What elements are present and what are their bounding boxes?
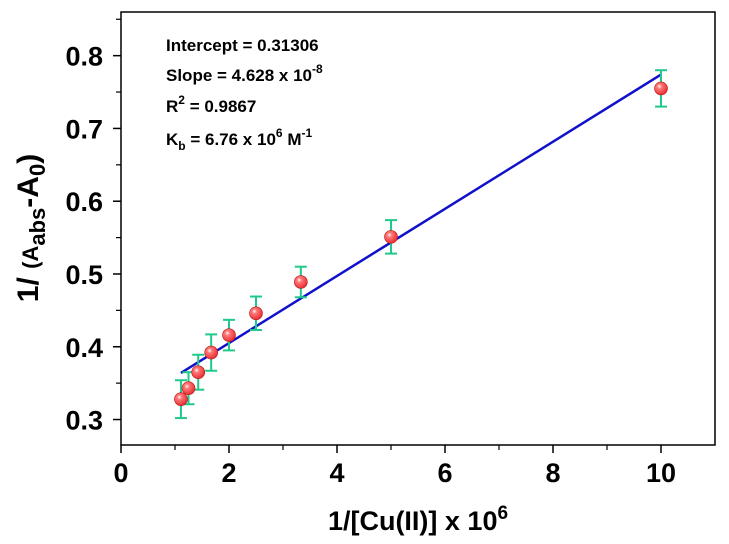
annotation-kb-after: = 6.76 x 10 <box>186 130 276 149</box>
y-axis-title-open: (A <box>18 246 43 269</box>
annotation-kb-text: K <box>166 130 179 149</box>
annotation-kb-sup2: -1 <box>301 126 312 140</box>
y-axis-title-mid: -A <box>12 176 45 208</box>
y-tick-label: 0.8 <box>65 42 103 72</box>
error-bars-layer <box>174 69 667 420</box>
y-axis-title-sub1: abs <box>25 208 50 246</box>
annotation-slope-sup: -8 <box>312 62 323 76</box>
y-tick-label: 0.3 <box>65 406 103 436</box>
annotation-r2-after: = 0.9867 <box>185 97 256 116</box>
x-tick-label: 6 <box>437 458 452 488</box>
x-tick-label: 4 <box>329 458 344 488</box>
x-axis-title-main: 1/[Cu(II)] x 10 <box>328 506 498 536</box>
data-point <box>174 392 188 406</box>
y-tick-label: 0.7 <box>65 114 103 144</box>
data-points-layer <box>174 81 668 406</box>
y-axis-title-sub2: 0 <box>25 164 50 176</box>
annotation-kb-after2: M <box>283 130 302 149</box>
data-point <box>654 81 668 96</box>
data-point <box>294 275 308 289</box>
annotation-kb-sup: 6 <box>276 126 283 140</box>
y-tick-label: 0.5 <box>65 260 103 290</box>
x-tick-label: 2 <box>221 458 236 488</box>
data-point <box>384 230 398 244</box>
annotation-r2-sup: 2 <box>178 93 185 107</box>
fit-line <box>180 73 662 375</box>
data-point <box>222 328 236 342</box>
y-axis-title-close: ) <box>12 154 45 164</box>
annotation-slope: Slope = 4.628 x 10-8 <box>166 62 323 85</box>
annotation-intercept: Intercept = 0.31306 <box>166 36 319 55</box>
annotation-r2-text: R <box>166 97 178 116</box>
data-point <box>204 345 218 360</box>
axis-ticks <box>113 18 662 453</box>
fit-line-layer <box>180 73 662 375</box>
annotation-slope-text: Slope = 4.628 x 10 <box>166 66 312 85</box>
y-tick-label: 0.6 <box>65 187 103 217</box>
x-axis-title: 1/[Cu(II)] x 106 <box>328 503 508 536</box>
data-point <box>249 306 263 321</box>
y-axis-title: 1/ (Aabs-A0) <box>12 154 50 302</box>
x-tick-label: 10 <box>646 458 676 488</box>
annotation-kb-sub: b <box>178 139 185 153</box>
y-tick-label: 0.4 <box>65 333 103 363</box>
x-axis-title-sup: 6 <box>497 503 508 524</box>
annotation-block: Intercept = 0.31306 Slope = 4.628 x 10-8… <box>166 36 323 153</box>
data-point <box>191 365 206 380</box>
plot-frame <box>120 11 716 446</box>
annotation-r2: R2 = 0.9867 <box>166 93 256 116</box>
tick-labels: 0 2 4 6 8 10 0.3 0.4 0.5 0.6 0.7 0.8 <box>65 42 676 488</box>
y-axis-title-prefix: 1/ <box>12 269 45 302</box>
x-tick-label: 0 <box>113 458 128 488</box>
plot-area <box>120 11 716 446</box>
annotation-kb: Kb = 6.76 x 106 M-1 <box>166 126 312 153</box>
x-tick-label: 8 <box>545 458 560 488</box>
annotation-intercept-text: Intercept = 0.31306 <box>166 36 319 55</box>
data-point <box>181 381 196 396</box>
